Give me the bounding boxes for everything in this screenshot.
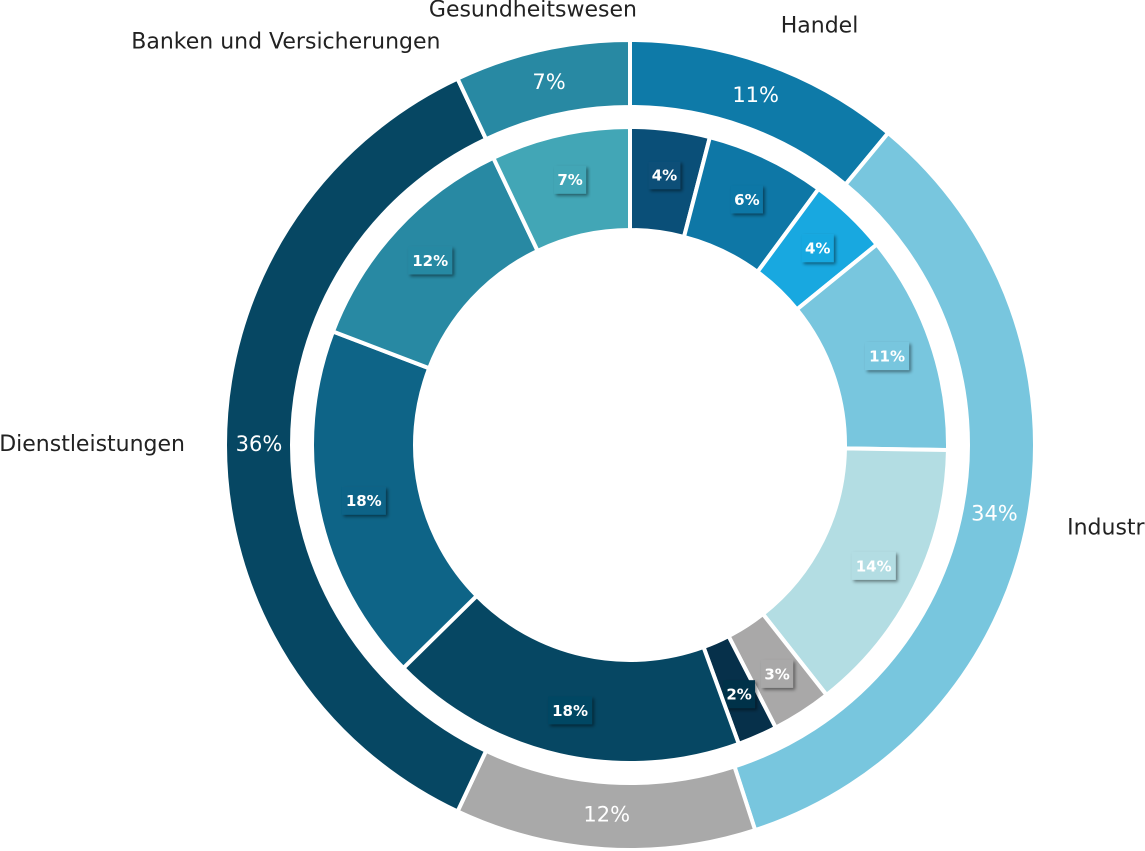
donut-slice	[454, 37, 632, 142]
data-label: 3%	[764, 665, 789, 683]
category-label: Banken und Versicherungen	[131, 29, 440, 54]
data-label: 12%	[583, 802, 630, 826]
data-label-box: 7%	[554, 165, 587, 194]
category-label: Industrie	[1067, 515, 1145, 540]
data-label-box: 4%	[801, 234, 834, 263]
donut-slice	[223, 75, 489, 815]
donut-slice	[454, 748, 758, 851]
data-label-box: 18%	[548, 696, 593, 725]
data-label: 18%	[346, 492, 382, 510]
category-label: Dienstleistungen	[0, 432, 185, 457]
label-box	[723, 680, 756, 709]
data-label: 12%	[412, 252, 448, 270]
data-label: 11%	[732, 83, 779, 107]
data-label: 11%	[869, 348, 905, 366]
label-box	[761, 659, 794, 688]
data-label-box: 2%	[723, 680, 756, 709]
data-label: 34%	[971, 502, 1018, 526]
data-label: 2%	[726, 686, 751, 704]
label-box	[648, 161, 681, 190]
label-box	[730, 185, 763, 214]
data-label-box: 3%	[761, 659, 794, 688]
data-label-box: 18%	[341, 486, 386, 515]
label-box	[554, 165, 587, 194]
data-label: 7%	[557, 171, 582, 189]
data-label: 14%	[856, 557, 892, 575]
label-box	[851, 551, 896, 580]
data-label: 4%	[652, 167, 677, 185]
data-label: 4%	[805, 240, 830, 258]
data-label: 6%	[734, 191, 759, 209]
data-label-box: 6%	[730, 185, 763, 214]
data-label: 18%	[552, 702, 588, 720]
data-label: 36%	[236, 432, 283, 456]
label-box	[801, 234, 834, 263]
label-box	[548, 696, 593, 725]
data-label-box: 11%	[865, 342, 910, 371]
label-box	[408, 246, 453, 275]
data-label-box: 4%	[648, 161, 681, 190]
label-box	[865, 342, 910, 371]
data-label-box: 14%	[851, 551, 896, 580]
category-label: Handel	[781, 13, 859, 38]
data-label: 7%	[532, 70, 565, 94]
label-box	[341, 486, 386, 515]
data-label-box: 12%	[408, 246, 453, 275]
category-label: Gesundheitswesen	[429, 0, 637, 23]
